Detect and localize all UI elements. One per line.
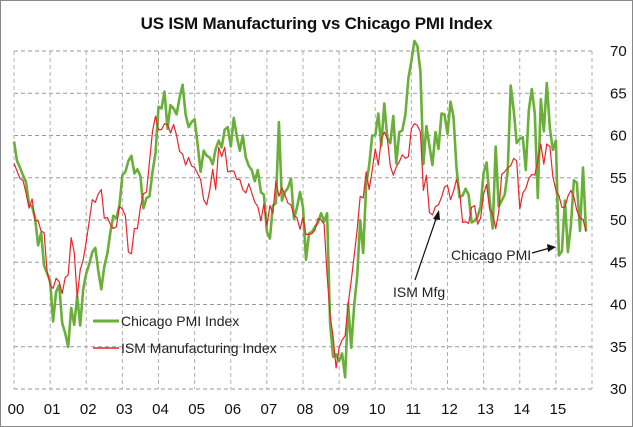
x-tick-label: 07 <box>261 401 278 418</box>
series-lines <box>12 39 588 379</box>
series-line-chicago-pmi <box>12 39 588 379</box>
legend-label-chicago-pmi: Chicago PMI Index <box>121 313 239 329</box>
y-tick-label: 45 <box>610 254 627 271</box>
legend-label-ism: ISM Manufacturing Index <box>121 340 277 356</box>
x-tick-label: 13 <box>477 401 494 418</box>
y-tick-label: 60 <box>610 128 627 145</box>
x-tick-label: 09 <box>333 401 350 418</box>
x-tick-label: 06 <box>224 401 241 418</box>
y-tick-label: 30 <box>610 381 627 398</box>
y-tick-label: 40 <box>610 297 627 314</box>
legend: Chicago PMI Index ISM Manufacturing Inde… <box>93 313 277 356</box>
annotation-arrowhead-ism <box>433 210 440 220</box>
x-tick-label: 00 <box>8 401 25 418</box>
x-tick-label: 03 <box>116 401 133 418</box>
y-tick-label: 35 <box>610 339 627 356</box>
x-tick-label: 10 <box>369 401 386 418</box>
x-tick-label: 11 <box>406 401 422 418</box>
x-tick-label: 15 <box>550 401 567 418</box>
y-tick-label: 50 <box>610 212 627 229</box>
x-tick-label: 14 <box>513 401 530 418</box>
annotation-arrow-ism <box>414 215 438 281</box>
x-tick-label: 08 <box>297 401 314 418</box>
annotations: ISM Mfg Chicago PMI <box>393 210 556 300</box>
y-axis-ticks: 30 35 40 45 50 55 60 65 70 <box>610 43 627 398</box>
x-tick-label: 12 <box>441 401 458 418</box>
y-tick-label: 55 <box>610 170 627 187</box>
annotation-ism-mfg: ISM Mfg <box>393 284 445 300</box>
chart-title: US ISM Manufacturing vs Chicago PMI Inde… <box>140 14 493 33</box>
series-line-ism-manufacturing <box>13 115 587 369</box>
x-tick-label: 01 <box>44 401 61 418</box>
x-tick-label: 02 <box>80 401 97 418</box>
x-tick-label: 05 <box>188 401 205 418</box>
y-tick-label: 70 <box>610 43 627 60</box>
x-tick-label: 04 <box>152 401 169 418</box>
annotation-chicago-pmi: Chicago PMI <box>451 247 531 263</box>
annotation-arrow-chicago <box>531 247 551 254</box>
annotation-arrowhead-chicago <box>547 244 556 252</box>
x-axis-ticks: 00 01 02 03 04 05 06 07 08 09 10 11 12 13 14 15 <box>8 401 567 418</box>
y-tick-label: 65 <box>610 85 627 102</box>
